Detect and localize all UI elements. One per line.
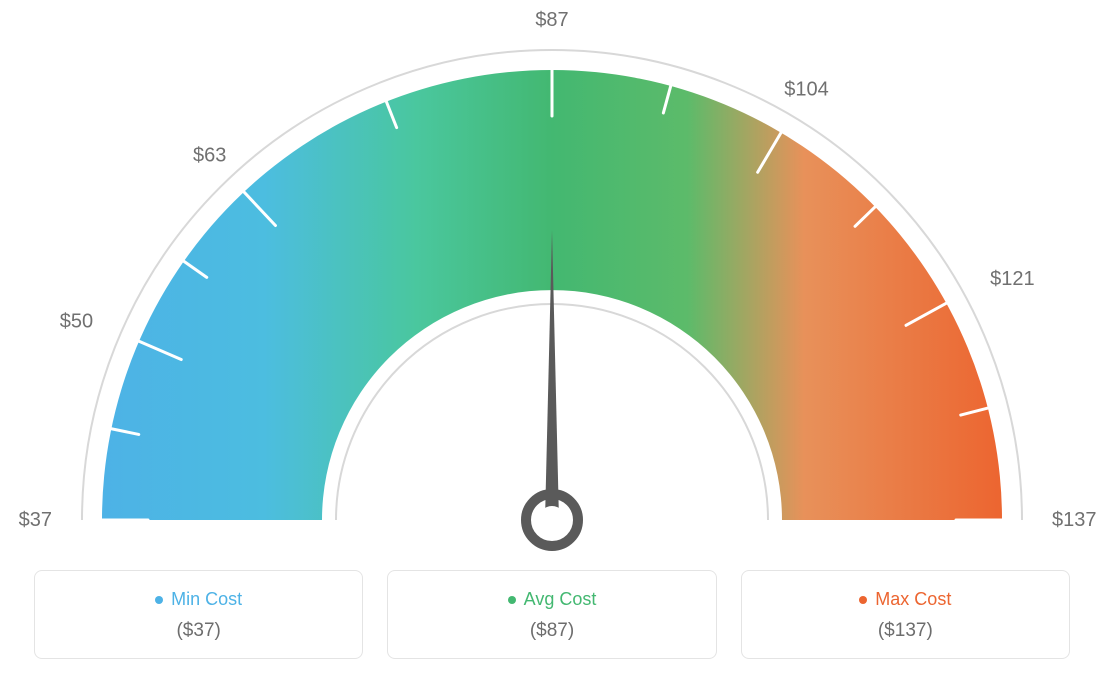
legend-dot-min xyxy=(155,596,163,604)
legend-title-avg: Avg Cost xyxy=(508,589,597,610)
legend-dot-max xyxy=(859,596,867,604)
legend-label-max: Max Cost xyxy=(875,589,951,610)
legend-dot-avg xyxy=(508,596,516,604)
svg-text:$104: $104 xyxy=(784,79,829,101)
legend-value-max: ($137) xyxy=(752,620,1059,642)
svg-text:$121: $121 xyxy=(990,268,1035,290)
legend-title-max: Max Cost xyxy=(859,589,951,610)
legend-title-min: Min Cost xyxy=(155,589,242,610)
gauge-svg: $37 $50 $63 $87 $104 $121 $137 xyxy=(0,0,1104,560)
legend-card-avg: Avg Cost ($87) xyxy=(387,570,716,659)
legend-card-min: Min Cost ($37) xyxy=(34,570,363,659)
legend-card-max: Max Cost ($137) xyxy=(741,570,1070,659)
svg-text:$137: $137 xyxy=(1052,509,1097,531)
svg-text:$50: $50 xyxy=(60,310,93,332)
legend-value-min: ($37) xyxy=(45,620,352,642)
gauge-chart: $37 $50 $63 $87 $104 $121 $137 xyxy=(0,0,1104,560)
legend-row: Min Cost ($37) Avg Cost ($87) Max Cost (… xyxy=(0,570,1104,659)
svg-text:$87: $87 xyxy=(535,9,568,31)
svg-text:$63: $63 xyxy=(193,145,226,167)
legend-label-min: Min Cost xyxy=(171,589,242,610)
legend-label-avg: Avg Cost xyxy=(524,589,597,610)
svg-text:$37: $37 xyxy=(19,509,52,531)
legend-value-avg: ($87) xyxy=(398,620,705,642)
